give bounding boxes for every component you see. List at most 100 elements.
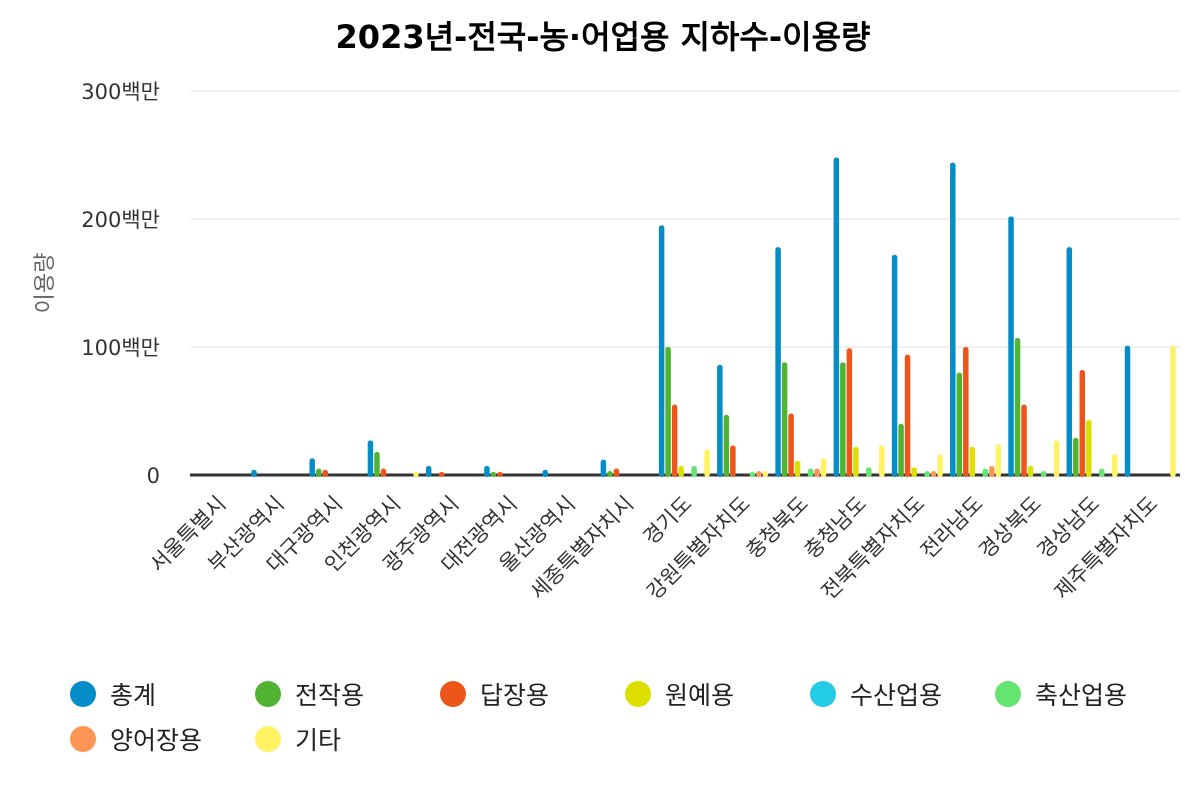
bar-축산업용[interactable] — [982, 468, 989, 477]
legend-marker-icon — [70, 726, 96, 752]
bar-총계[interactable] — [717, 364, 723, 477]
x-tick-label: 전라남도 — [916, 492, 988, 564]
bar-전작용[interactable] — [1014, 338, 1021, 477]
bar-답장용[interactable] — [438, 472, 445, 477]
bar-총계[interactable] — [950, 162, 956, 477]
bar-전작용[interactable] — [781, 362, 788, 477]
bar-원예용[interactable] — [969, 446, 976, 477]
bar-전작용[interactable] — [374, 451, 380, 477]
bar-기타[interactable] — [762, 471, 769, 477]
y-tick-label: 300백만 — [81, 80, 160, 104]
bar-기타[interactable] — [1053, 440, 1060, 477]
bar-총계[interactable] — [484, 466, 490, 477]
bar-전작용[interactable] — [490, 472, 497, 477]
legend-item[interactable]: 양어장용 — [70, 721, 202, 757]
bar-총계[interactable] — [658, 225, 665, 477]
bar-답장용[interactable] — [380, 468, 387, 477]
bar-양어장용[interactable] — [930, 471, 937, 477]
legend-marker-icon — [255, 726, 281, 752]
legend-item[interactable]: 수산업용 — [810, 676, 942, 712]
bar-축산업용[interactable] — [1099, 468, 1105, 477]
bar-원예용[interactable] — [1086, 419, 1092, 477]
bar-답장용[interactable] — [1021, 404, 1027, 477]
bar-원예용[interactable] — [853, 446, 859, 477]
bar-총계[interactable] — [600, 459, 607, 477]
bar-총계[interactable] — [1008, 216, 1014, 477]
bar-축산업용[interactable] — [1040, 471, 1047, 477]
y-tick-label: 100백만 — [81, 336, 160, 360]
bar-총계[interactable] — [309, 458, 315, 477]
bar-축산업용[interactable] — [866, 467, 872, 477]
legend-item[interactable]: 축산업용 — [995, 676, 1127, 712]
bar-전작용[interactable] — [607, 471, 613, 477]
legend-item[interactable]: 총계 — [70, 676, 156, 712]
legend-marker-icon — [810, 681, 836, 707]
bar-기타[interactable] — [1112, 454, 1118, 477]
chart-title: 2023년-전국-농·어업용 지하수-이용량 — [336, 18, 871, 56]
legend-label: 축산업용 — [1035, 681, 1128, 710]
legend-marker-icon — [440, 681, 466, 707]
legend-marker-icon — [255, 681, 281, 707]
bar-총계[interactable] — [542, 469, 548, 477]
bar-전작용[interactable] — [840, 362, 846, 477]
legend-label: 총계 — [110, 681, 157, 710]
bar-전작용[interactable] — [956, 372, 963, 477]
bar-기타[interactable] — [820, 458, 827, 477]
bar-전작용[interactable] — [665, 347, 671, 477]
bar-전작용[interactable] — [315, 468, 322, 477]
bar-기타[interactable] — [995, 444, 1002, 477]
bar-축산업용[interactable] — [807, 468, 814, 477]
legend-item[interactable]: 답장용 — [440, 676, 549, 712]
bar-축산업용[interactable] — [924, 471, 930, 477]
bar-총계[interactable] — [833, 157, 840, 477]
bar-총계[interactable] — [425, 466, 432, 477]
bar-원예용[interactable] — [794, 460, 801, 477]
bar-양어장용[interactable] — [756, 471, 762, 477]
bar-답장용[interactable] — [730, 445, 736, 477]
bar-원예용[interactable] — [678, 466, 684, 477]
bar-원예용[interactable] — [911, 467, 917, 477]
legend-item[interactable]: 전작용 — [255, 676, 364, 712]
bar-답장용[interactable] — [963, 347, 969, 477]
bar-답장용[interactable] — [788, 413, 794, 477]
bar-축산업용[interactable] — [691, 466, 697, 477]
bar-답장용[interactable] — [613, 468, 620, 477]
bar-답장용[interactable] — [1079, 370, 1086, 477]
legend-label: 전작용 — [295, 681, 365, 710]
bar-답장용[interactable] — [904, 354, 911, 477]
legend-item[interactable]: 기타 — [255, 721, 341, 757]
bar-전작용[interactable] — [723, 414, 730, 477]
x-tick-label: 강원특별자치도 — [642, 492, 755, 605]
bar-원예용[interactable] — [1027, 466, 1034, 477]
bar-총계[interactable] — [1066, 247, 1073, 477]
legend-marker-icon — [995, 681, 1021, 707]
bar-전작용[interactable] — [898, 423, 904, 477]
bar-답장용[interactable] — [322, 469, 328, 477]
bar-기타[interactable] — [937, 454, 943, 477]
bar-총계[interactable] — [367, 440, 374, 477]
legend-marker-icon — [625, 681, 651, 707]
x-tick-label: 경상북도 — [974, 492, 1046, 564]
legend-item[interactable]: 원예용 — [625, 676, 734, 712]
bar-답장용[interactable] — [497, 472, 503, 477]
bar-전작용[interactable] — [1073, 437, 1079, 477]
bar-기타[interactable] — [413, 472, 419, 477]
bar-총계[interactable] — [1124, 345, 1131, 477]
bar-총계[interactable] — [775, 247, 781, 477]
bar-기타[interactable] — [879, 445, 885, 477]
bar-기타[interactable] — [1170, 345, 1176, 477]
x-tick-label: 세종특별자치시 — [526, 492, 639, 605]
bar-기타[interactable] — [704, 449, 710, 477]
bar-양어장용[interactable] — [814, 468, 820, 477]
legend-label: 양어장용 — [110, 726, 203, 755]
bar-축산업용[interactable] — [749, 472, 756, 477]
y-axis-title: 이용량 — [33, 253, 58, 314]
bar-답장용[interactable] — [671, 404, 678, 477]
bar-양어장용[interactable] — [989, 466, 995, 477]
bar-총계[interactable] — [891, 254, 898, 477]
bar-답장용[interactable] — [846, 348, 853, 477]
x-tick-label: 전북특별자치도 — [817, 492, 930, 605]
bar-총계[interactable] — [251, 469, 257, 477]
